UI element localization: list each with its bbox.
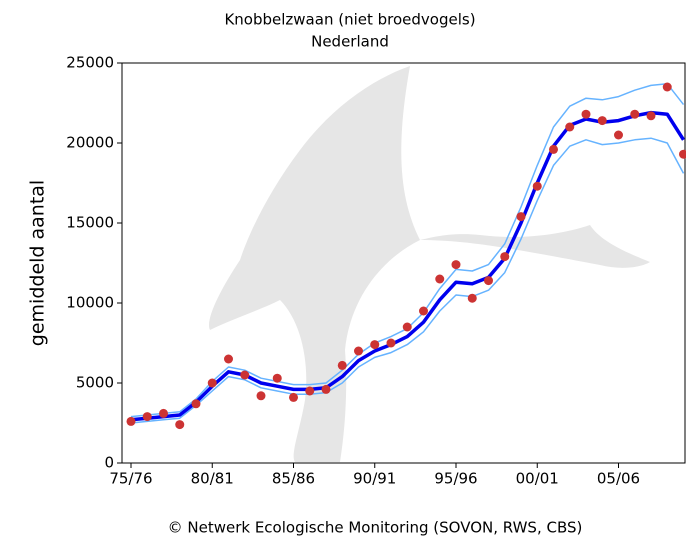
data-point <box>516 212 526 222</box>
data-point <box>321 384 331 394</box>
data-point <box>597 116 607 126</box>
data-point <box>532 181 542 191</box>
data-point <box>662 82 672 92</box>
series-line <box>130 137 685 424</box>
data-point <box>142 412 152 422</box>
chart-title: Knobbelzwaan (niet broedvogels) <box>224 11 475 29</box>
data-point <box>484 276 493 286</box>
x-tick-label: 90/91 <box>353 470 396 488</box>
y-tick-label: 20000 <box>66 134 114 152</box>
data-point <box>581 109 591 119</box>
data-point <box>175 420 185 430</box>
data-point <box>159 408 168 418</box>
x-tick-label: 80/81 <box>191 470 234 488</box>
data-point <box>402 322 412 332</box>
data-point <box>354 346 363 356</box>
data-point <box>207 378 217 388</box>
x-tick-label: 05/06 <box>597 470 640 488</box>
data-point <box>630 109 640 119</box>
data-point <box>451 260 461 270</box>
data-point <box>614 130 623 140</box>
x-tick-label: 75/76 <box>109 470 152 488</box>
data-point <box>305 386 315 396</box>
y-tick-label: 0 <box>104 454 114 472</box>
data-point <box>500 252 510 262</box>
y-axis-label: gemiddeld aantal <box>27 180 49 346</box>
data-point <box>565 122 575 132</box>
data-point <box>126 416 136 426</box>
footer: © Netwerk Ecologische Monitoring (SOVON,… <box>168 519 583 537</box>
data-point <box>435 274 445 284</box>
data-point <box>272 373 282 383</box>
chart-subtitle: Nederland <box>311 33 389 51</box>
x-tick-label: 95/96 <box>434 470 477 488</box>
y-tick-label: 15000 <box>66 214 114 232</box>
y-tick-label: 25000 <box>66 54 114 72</box>
series-line <box>130 110 685 422</box>
x-tick-label: 00/01 <box>516 470 559 488</box>
x-tick-label: 85/86 <box>272 470 315 488</box>
data-point <box>191 399 201 409</box>
data-point <box>337 360 347 370</box>
data-point <box>679 149 686 159</box>
data-point <box>549 144 558 154</box>
data-point <box>467 293 477 303</box>
data-point <box>370 340 380 350</box>
data-point <box>386 338 396 348</box>
data-point <box>256 391 266 401</box>
data-point <box>646 111 656 121</box>
data-point <box>224 354 233 364</box>
data-point <box>289 392 298 402</box>
data-point <box>240 370 250 380</box>
y-tick-label: 10000 <box>66 294 114 312</box>
y-tick-label: 5000 <box>76 374 114 392</box>
data-point <box>419 306 428 316</box>
bird-silhouette <box>209 66 650 462</box>
